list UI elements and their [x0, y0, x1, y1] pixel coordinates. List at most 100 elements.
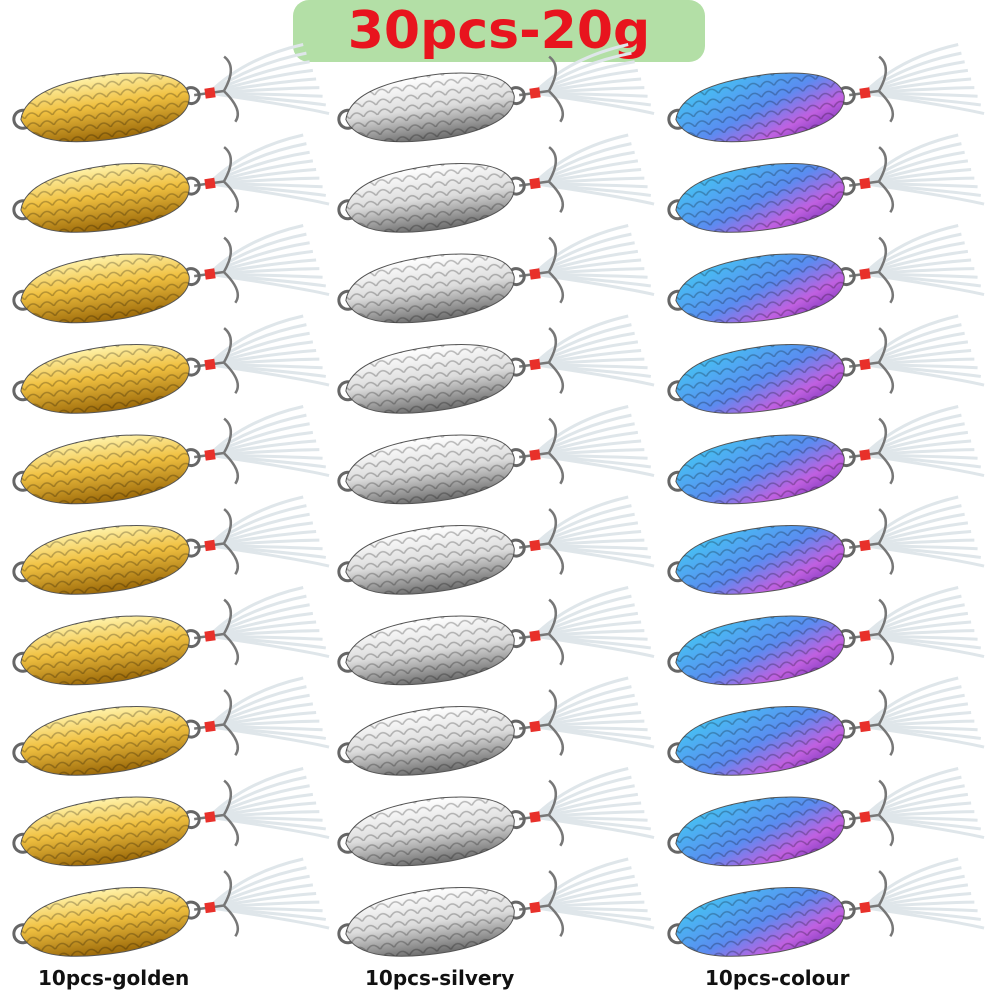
spoon-scales — [345, 344, 515, 414]
lure — [12, 857, 330, 957]
thread — [204, 811, 216, 823]
feather — [863, 685, 962, 728]
lure — [337, 314, 655, 414]
thread — [859, 539, 871, 552]
feather — [208, 422, 310, 457]
spoon-scales — [20, 887, 190, 957]
feather — [207, 495, 304, 547]
lure — [667, 43, 985, 143]
thread — [529, 358, 541, 371]
lure — [337, 586, 655, 686]
lure — [12, 224, 330, 324]
spoon-scales — [345, 435, 515, 504]
lure — [667, 405, 985, 505]
spoon-scales — [345, 887, 515, 957]
feather — [863, 504, 962, 547]
spoon-scales — [20, 435, 190, 504]
feather — [207, 133, 304, 185]
feather — [208, 232, 307, 276]
spoon-scales — [345, 163, 515, 233]
feather — [863, 142, 962, 185]
lure — [667, 586, 985, 686]
feather — [533, 866, 632, 909]
spoon-scales — [675, 616, 845, 685]
lure — [337, 767, 655, 867]
feather — [532, 676, 629, 728]
feather — [208, 594, 307, 638]
column-label: 10pcs-golden — [38, 966, 189, 990]
thread — [204, 358, 216, 371]
split-ring — [836, 538, 856, 558]
feather — [863, 232, 962, 276]
feather — [208, 60, 310, 95]
spoon-scales — [20, 616, 190, 685]
feather — [863, 775, 962, 819]
lure — [12, 767, 330, 867]
lure — [12, 314, 330, 414]
feather — [862, 224, 959, 276]
thread — [529, 539, 541, 552]
spoon-scales — [20, 254, 190, 323]
feather — [532, 133, 629, 185]
lure — [337, 43, 655, 143]
feather — [207, 405, 304, 457]
column-label: 10pcs-silvery — [365, 966, 514, 990]
spoon-scales — [20, 797, 190, 866]
feather — [208, 512, 310, 547]
spoon-scales — [345, 73, 515, 142]
feather — [533, 693, 635, 728]
spoon-scales — [675, 706, 845, 776]
thread — [529, 177, 541, 190]
thread — [859, 268, 871, 280]
feather — [533, 784, 635, 819]
feather — [862, 767, 959, 819]
title-badge — [293, 0, 705, 62]
feather — [862, 857, 959, 909]
feather — [532, 224, 629, 276]
thread — [529, 720, 541, 733]
feather — [207, 43, 304, 95]
spoon-scales — [345, 706, 515, 776]
thread — [859, 87, 871, 99]
lure — [337, 224, 655, 324]
lure — [667, 857, 985, 957]
split-ring — [506, 357, 526, 377]
spoon-scales — [675, 254, 845, 323]
lure — [337, 857, 655, 957]
thread — [529, 901, 541, 914]
feather — [863, 323, 962, 366]
thread — [529, 630, 541, 642]
feather — [863, 422, 965, 457]
feather — [533, 874, 635, 909]
feather — [208, 874, 310, 909]
feather — [532, 405, 629, 457]
spoon-scales — [675, 887, 845, 957]
thread — [204, 901, 216, 914]
feather — [207, 314, 304, 366]
feather — [208, 241, 310, 276]
feather — [207, 767, 304, 819]
thread — [529, 811, 541, 823]
feather — [208, 323, 307, 366]
feather — [207, 857, 304, 909]
spoon-scales — [345, 254, 515, 323]
feather — [208, 866, 307, 909]
spoon-scales — [20, 163, 190, 233]
thread — [204, 87, 216, 99]
feather — [533, 512, 635, 547]
lure — [12, 586, 330, 686]
feather — [207, 676, 304, 728]
feather — [532, 767, 629, 819]
feather — [208, 150, 310, 185]
feather — [863, 51, 962, 95]
split-ring — [506, 86, 526, 106]
feather — [207, 586, 304, 638]
feather — [862, 133, 959, 185]
feather — [532, 314, 629, 366]
feather — [863, 241, 965, 276]
lure — [12, 133, 330, 233]
feather — [533, 603, 635, 638]
feather — [863, 866, 962, 909]
feather — [533, 331, 635, 366]
feather — [533, 142, 632, 185]
